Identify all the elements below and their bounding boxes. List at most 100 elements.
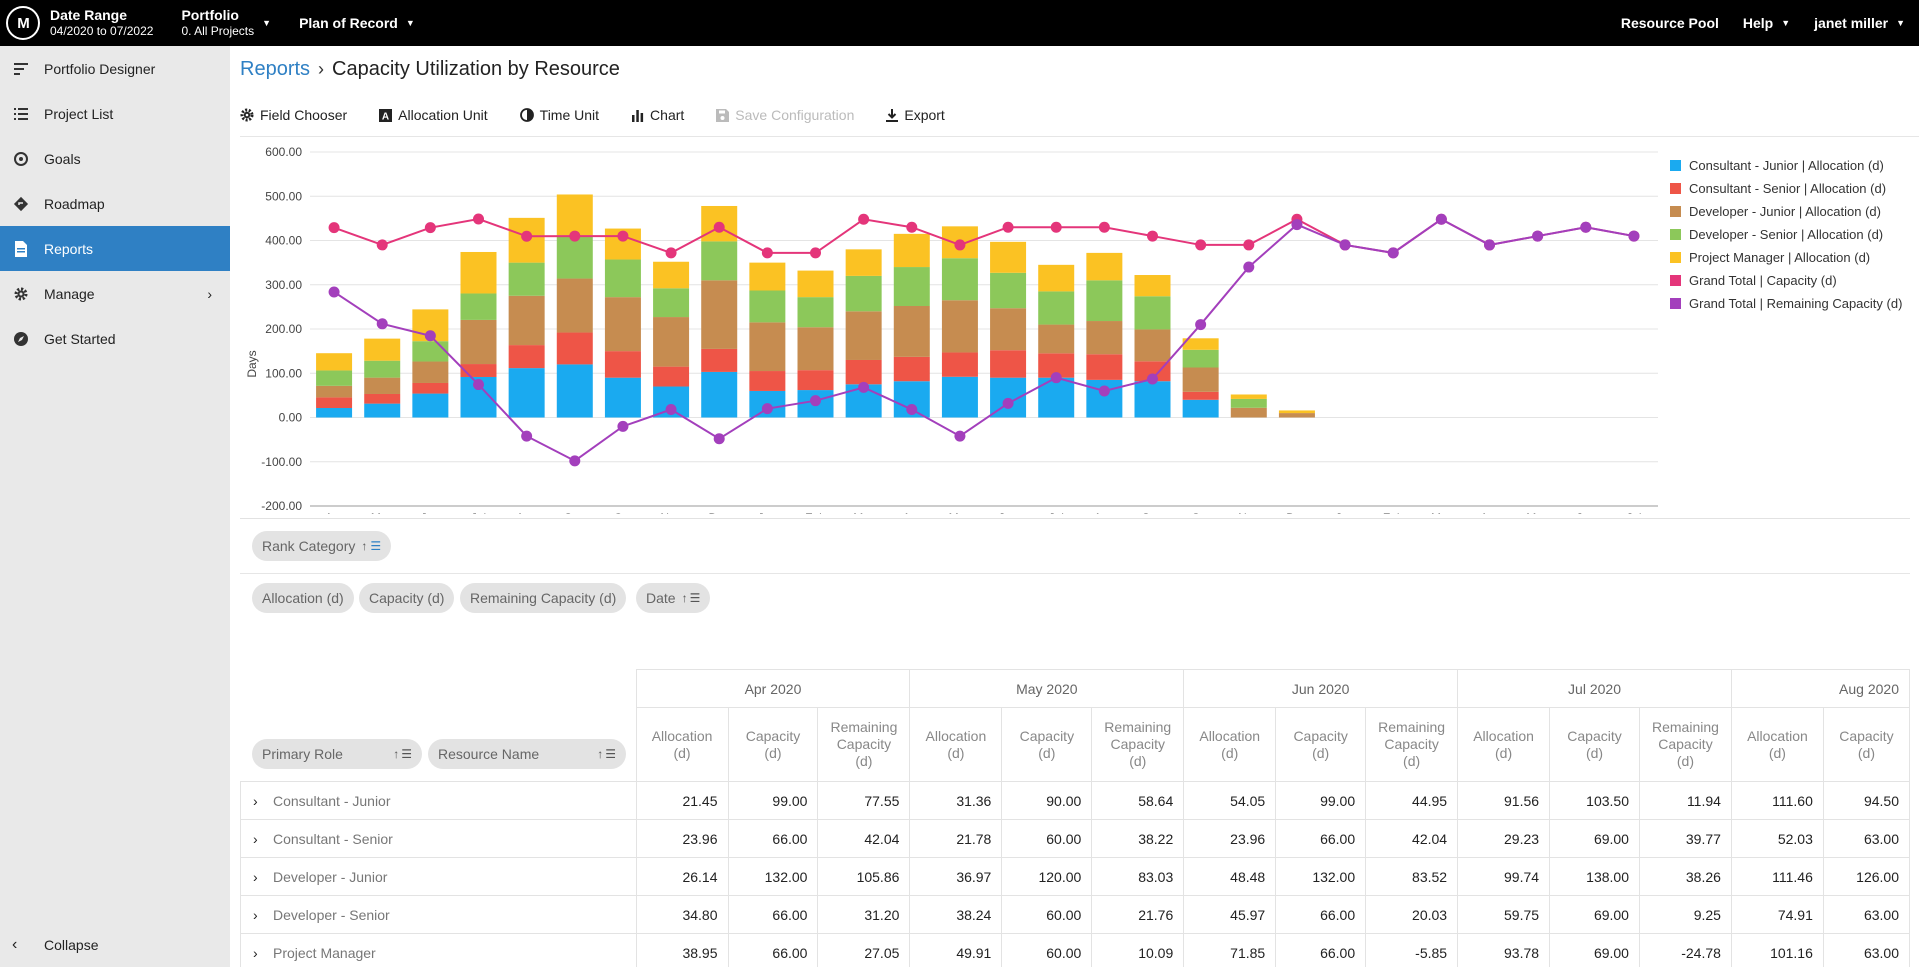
bar-segment[interactable]: [845, 275, 882, 312]
table-row[interactable]: › Developer - Senior 34.80 66.00 31.20 38.24 6…: [240, 895, 1911, 934]
series-point[interactable]: [1098, 385, 1110, 397]
bar-segment[interactable]: [1230, 398, 1267, 408]
bar-segment[interactable]: [412, 393, 449, 418]
series-point[interactable]: [1387, 247, 1399, 259]
bar-segment[interactable]: [316, 385, 353, 398]
bar-segment[interactable]: [749, 371, 786, 391]
series-point[interactable]: [328, 286, 340, 298]
bar-segment[interactable]: [1038, 324, 1075, 354]
series-point[interactable]: [1147, 373, 1158, 385]
bar-segment[interactable]: [1086, 354, 1123, 380]
expand-chevron-icon[interactable]: ›: [253, 906, 258, 923]
series-point[interactable]: [1435, 213, 1447, 225]
bar-segment[interactable]: [1134, 329, 1171, 362]
user-menu[interactable]: janet miller ▼: [1814, 15, 1905, 31]
bar-segment[interactable]: [653, 288, 690, 318]
series-point[interactable]: [1195, 239, 1207, 251]
bar-segment[interactable]: [556, 194, 593, 236]
bar-segment[interactable]: [845, 359, 882, 385]
bar-segment[interactable]: [893, 267, 930, 306]
series-point[interactable]: [1532, 230, 1544, 242]
allocation-unit-button[interactable]: A Allocation Unit: [379, 107, 488, 123]
bar-segment[interactable]: [653, 317, 690, 367]
series-point[interactable]: [617, 230, 629, 242]
series-point[interactable]: [473, 213, 484, 225]
series-point[interactable]: [376, 239, 388, 251]
bar-segment[interactable]: [1134, 381, 1171, 418]
bar-segment[interactable]: [797, 297, 834, 328]
series-point[interactable]: [1050, 221, 1062, 233]
data-chip-capacity[interactable]: Capacity (d): [359, 583, 455, 613]
bar-segment[interactable]: [508, 345, 545, 369]
bar-segment[interactable]: [508, 262, 545, 296]
series-point[interactable]: [617, 420, 629, 432]
bar-segment[interactable]: [364, 403, 401, 418]
sidebar-item-get-started[interactable]: Get Started: [0, 316, 230, 361]
expand-chevron-icon[interactable]: ›: [253, 792, 258, 809]
series-point[interactable]: [665, 247, 677, 259]
series-point[interactable]: [1002, 221, 1014, 233]
bar-segment[interactable]: [316, 353, 353, 371]
row-label-cell[interactable]: › Consultant - Senior: [240, 819, 637, 858]
series-point[interactable]: [858, 213, 870, 225]
bar-segment[interactable]: [1086, 252, 1123, 281]
bar-segment[interactable]: [1230, 394, 1267, 399]
bar-segment[interactable]: [604, 351, 641, 378]
bar-segment[interactable]: [364, 393, 401, 404]
bar-segment[interactable]: [653, 261, 690, 289]
bar-segment[interactable]: [845, 311, 882, 360]
bar-segment[interactable]: [893, 233, 930, 268]
bar-segment[interactable]: [604, 377, 641, 418]
bar-segment[interactable]: [556, 364, 593, 418]
bar-segment[interactable]: [1182, 391, 1219, 400]
bar-segment[interactable]: [941, 352, 978, 377]
series-point[interactable]: [1580, 221, 1592, 233]
bar-segment[interactable]: [749, 290, 786, 323]
bar-segment[interactable]: [1230, 407, 1267, 418]
period-header[interactable]: Apr 2020: [635, 669, 911, 708]
row-label-cell[interactable]: › Developer - Senior: [240, 895, 637, 934]
breadcrumb-reports-link[interactable]: Reports: [240, 58, 311, 80]
series-point[interactable]: [713, 433, 725, 445]
time-unit-button[interactable]: Time Unit: [519, 107, 599, 123]
bar-segment[interactable]: [556, 332, 593, 365]
bar-segment[interactable]: [460, 293, 497, 320]
series-point[interactable]: [1050, 372, 1062, 384]
period-header[interactable]: Aug 2020: [1730, 669, 1911, 708]
bar-segment[interactable]: [941, 300, 978, 353]
series-point[interactable]: [1195, 319, 1207, 331]
series-point[interactable]: [328, 222, 340, 234]
bar-segment[interactable]: [941, 258, 978, 301]
date-range-selector[interactable]: Date Range 04/2020 to 07/2022: [50, 7, 153, 39]
data-chip-allocation[interactable]: Allocation (d): [252, 583, 354, 613]
series-point[interactable]: [1628, 230, 1640, 242]
series-point[interactable]: [906, 221, 918, 233]
filter-icon[interactable]: ☰: [370, 539, 382, 553]
plan-selector[interactable]: Plan of Record ▼: [299, 15, 415, 31]
series-point[interactable]: [569, 230, 581, 242]
series-point[interactable]: [761, 403, 773, 415]
bar-segment[interactable]: [1182, 367, 1219, 392]
sidebar-item-portfolio-designer[interactable]: Portfolio Designer: [0, 46, 230, 91]
bar-segment[interactable]: [556, 235, 593, 279]
bar-segment[interactable]: [604, 297, 641, 352]
collapse-button[interactable]: ‹ Collapse: [0, 922, 230, 967]
bar-segment[interactable]: [797, 270, 834, 298]
series-point[interactable]: [954, 430, 966, 442]
table-row[interactable]: › Project Manager 38.95 66.00 27.05 49.91 60.0…: [240, 933, 1911, 967]
legend-item[interactable]: Consultant - Junior | Allocation (d): [1670, 154, 1902, 177]
table-row[interactable]: › Consultant - Junior 21.45 99.00 77.55 31.36…: [240, 781, 1911, 820]
bar-segment[interactable]: [460, 364, 497, 377]
bar-segment[interactable]: [1038, 264, 1075, 292]
series-point[interactable]: [521, 430, 533, 442]
expand-chevron-icon[interactable]: ›: [253, 868, 258, 885]
bar-segment[interactable]: [990, 241, 1027, 273]
filter-icon[interactable]: ☰: [689, 591, 701, 605]
series-point[interactable]: [713, 221, 725, 233]
bar-segment[interactable]: [749, 262, 786, 291]
bar-segment[interactable]: [604, 259, 641, 298]
series-point[interactable]: [954, 239, 966, 251]
row-label-cell[interactable]: › Project Manager: [240, 933, 637, 967]
bar-segment[interactable]: [316, 370, 353, 386]
series-point[interactable]: [473, 379, 484, 391]
